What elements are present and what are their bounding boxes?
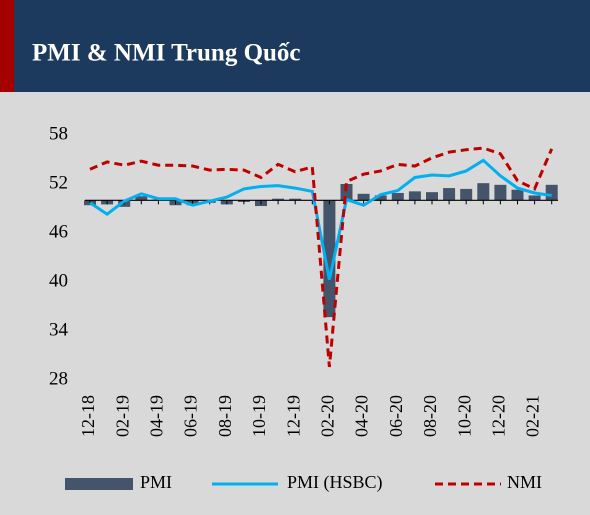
- bar: [528, 195, 541, 201]
- chart-title: PMI & NMI Trung Quốc: [32, 40, 301, 67]
- bar: [511, 189, 524, 201]
- x-tick-label: 12-20: [489, 395, 509, 437]
- bar: [494, 184, 507, 201]
- bar: [340, 184, 353, 201]
- x-tick-label: 12-19: [283, 395, 303, 437]
- bar: [272, 198, 285, 201]
- y-tick-label: 58: [49, 123, 68, 144]
- x-tick-label: 08-20: [420, 395, 440, 437]
- bar: [460, 188, 473, 201]
- x-tick-label: 06-20: [386, 395, 406, 437]
- bar: [374, 195, 387, 201]
- x-tick-label: 04-19: [147, 395, 167, 437]
- y-tick-label: 52: [49, 172, 68, 193]
- title-bar: [0, 0, 590, 92]
- x-tick-label: 08-19: [215, 395, 235, 437]
- legend-swatch: [65, 478, 133, 490]
- y-tick-label: 28: [49, 368, 68, 389]
- title-accent: [0, 0, 14, 92]
- bar: [289, 198, 302, 201]
- bar: [357, 193, 370, 201]
- bar: [408, 191, 421, 201]
- x-tick-label: 02-20: [318, 395, 338, 437]
- legend-label: PMI: [140, 472, 172, 492]
- x-tick-label: 06-19: [181, 395, 201, 437]
- y-tick-label: 46: [49, 221, 68, 242]
- line-series: [89, 146, 554, 368]
- y-tick-label: 34: [49, 319, 69, 340]
- line-series: [89, 158, 552, 280]
- x-tick-label: 02-21: [523, 395, 543, 437]
- x-tick-label: 02-19: [112, 395, 132, 437]
- x-tick-label: 10-19: [249, 395, 269, 437]
- bar: [135, 196, 148, 201]
- legend-label: PMI (HSBC): [287, 472, 383, 493]
- bar: [426, 192, 438, 201]
- x-tick-label: 10-20: [454, 395, 474, 437]
- bar: [323, 200, 336, 318]
- legend-label: NMI: [507, 472, 542, 492]
- bar: [443, 188, 456, 201]
- x-tick-label: 04-20: [352, 395, 372, 437]
- bar: [477, 183, 490, 201]
- x-tick-label: 12-18: [78, 395, 98, 437]
- bar: [391, 192, 404, 201]
- y-tick-label: 40: [49, 270, 68, 291]
- bar: [545, 184, 558, 201]
